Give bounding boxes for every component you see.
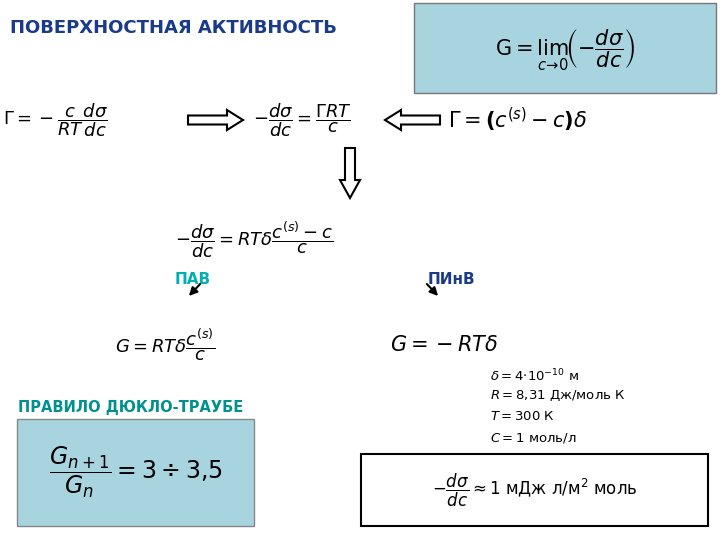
Text: $\dfrac{G_{n+1}}{G_n} = 3 \div 3{,}5$: $\dfrac{G_{n+1}}{G_n} = 3 \div 3{,}5$ (48, 444, 222, 501)
Polygon shape (188, 110, 243, 130)
Text: $C = 1$ моль/л: $C = 1$ моль/л (490, 431, 577, 445)
Text: ПАВ: ПАВ (175, 272, 211, 287)
FancyBboxPatch shape (414, 3, 716, 93)
Text: $G = -RT\delta$: $G = -RT\delta$ (390, 335, 498, 355)
Polygon shape (340, 148, 360, 198)
Text: $\Gamma = -\dfrac{c}{RT}\dfrac{d\sigma}{dc}$: $\Gamma = -\dfrac{c}{RT}\dfrac{d\sigma}{… (3, 101, 108, 139)
Text: ПОВЕРХНОСТНАЯ АКТИВНОСТЬ: ПОВЕРХНОСТНАЯ АКТИВНОСТЬ (10, 19, 337, 37)
Text: $-\dfrac{d\sigma}{dc} = \dfrac{\Gamma RT}{c}$: $-\dfrac{d\sigma}{dc} = \dfrac{\Gamma RT… (253, 101, 352, 139)
Text: $T = 300$ К: $T = 300$ К (490, 410, 555, 423)
Text: $\delta = 4{\cdot}10^{-10}$ м: $\delta = 4{\cdot}10^{-10}$ м (490, 368, 579, 384)
Text: ПРАВИЛО ДЮКЛО-ТРАУБЕ: ПРАВИЛО ДЮКЛО-ТРАУБЕ (18, 400, 243, 415)
Text: $\Gamma = \mathbf{(}c^{(s)}-c\mathbf{)}\delta$: $\Gamma = \mathbf{(}c^{(s)}-c\mathbf{)}\… (448, 106, 588, 134)
Text: ПИнВ: ПИнВ (428, 272, 476, 287)
Text: $G = RT\delta\dfrac{c^{(s)}}{c}$: $G = RT\delta\dfrac{c^{(s)}}{c}$ (115, 327, 215, 363)
FancyBboxPatch shape (17, 419, 254, 526)
Text: $R = 8{,}31$ Дж/моль К: $R = 8{,}31$ Дж/моль К (490, 389, 626, 403)
Text: $-\dfrac{d\sigma}{dc} \approx 1$ мДж л/м$^2$ моль: $-\dfrac{d\sigma}{dc} \approx 1$ мДж л/м… (432, 471, 637, 509)
Text: $\mathrm{G} = \lim_{c \to 0}\!\left(-\dfrac{d\sigma}{dc}\right)$: $\mathrm{G} = \lim_{c \to 0}\!\left(-\df… (495, 28, 636, 72)
Text: $-\dfrac{d\sigma}{dc} = RT\delta\dfrac{c^{(s)}-c}{c}$: $-\dfrac{d\sigma}{dc} = RT\delta\dfrac{c… (175, 220, 333, 260)
Polygon shape (385, 110, 440, 130)
FancyBboxPatch shape (361, 454, 708, 526)
